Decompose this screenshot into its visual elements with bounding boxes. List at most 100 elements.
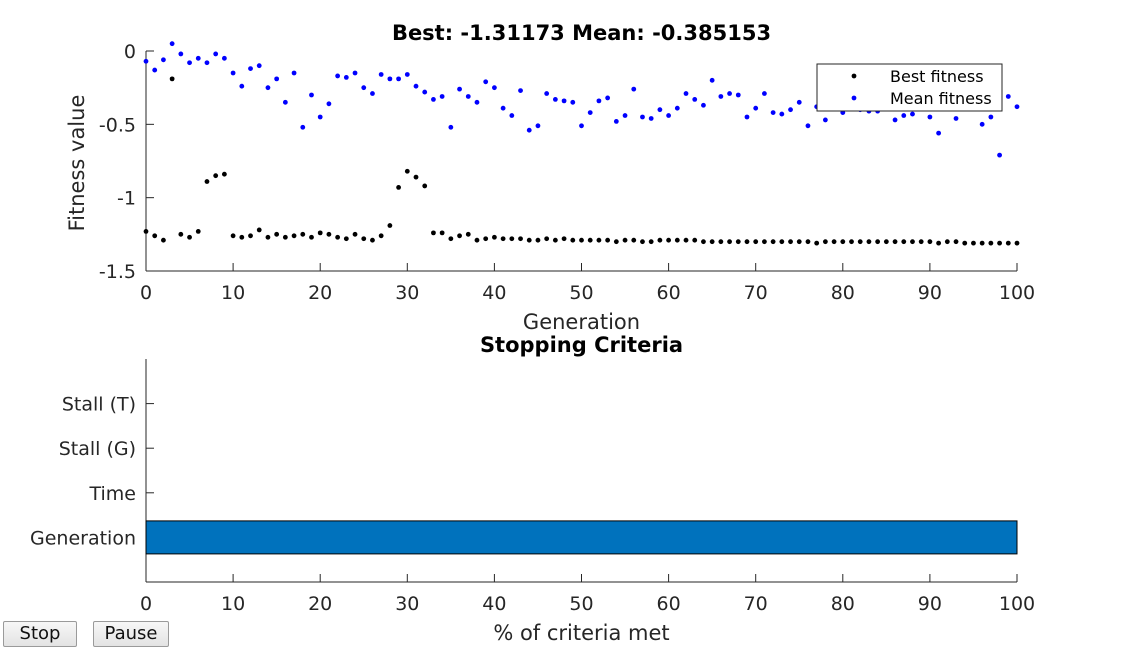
best-fitness-point (814, 240, 820, 246)
x-tick-label: 30 (395, 282, 419, 304)
mean-fitness-point (178, 51, 184, 57)
mean-fitness-point (326, 101, 332, 107)
category-label: Generation (30, 527, 136, 549)
best-fitness-point (883, 239, 889, 245)
mean-fitness-point (953, 116, 959, 121)
best-fitness-point (971, 240, 976, 246)
best-fitness-point (274, 231, 280, 237)
x-axis-label-2: % of criteria met (493, 621, 669, 645)
mean-fitness-point (439, 94, 445, 99)
mean-fitness-point (796, 99, 802, 105)
mean-fitness-point (474, 99, 480, 105)
best-fitness-point (265, 234, 271, 240)
best-fitness-point (683, 237, 689, 243)
best-fitness-point (335, 234, 341, 240)
best-fitness-point (831, 239, 837, 245)
x-tick-label: 20 (308, 282, 332, 304)
best-fitness-point (857, 239, 863, 245)
legend-marker (851, 95, 857, 101)
best-fitness-point (788, 239, 793, 245)
best-fitness-point (631, 237, 637, 243)
best-fitness-point (282, 234, 288, 240)
mean-fitness-point (535, 123, 541, 129)
mean-fitness-point (657, 107, 663, 113)
x-tick-label-2: 100 (999, 593, 1035, 615)
best-fitness-point (979, 240, 985, 246)
best-fitness-point (387, 223, 393, 228)
best-fitness-point (422, 183, 428, 189)
best-fitness-point (587, 237, 593, 243)
best-fitness-point (161, 237, 166, 243)
mean-fitness-point (213, 51, 219, 57)
best-fitness-point (709, 239, 715, 245)
mean-fitness-point (631, 86, 637, 92)
best-fitness-point (840, 239, 846, 245)
best-fitness-point (370, 237, 375, 243)
mean-fitness-point (718, 94, 724, 99)
best-fitness-point (1005, 240, 1011, 246)
mean-fitness-point (492, 85, 497, 91)
mean-fitness-point (457, 86, 462, 92)
mean-fitness-point (1014, 104, 1020, 110)
best-fitness-point (640, 239, 645, 245)
mean-fitness-point (509, 113, 515, 118)
best-fitness-point (744, 239, 750, 245)
best-fitness-point (431, 230, 436, 236)
mean-fitness-point (526, 127, 532, 133)
mean-fitness-point (143, 58, 149, 64)
y-tick-label: 0 (124, 41, 136, 63)
best-fitness-point (727, 239, 732, 245)
best-fitness-point (1014, 240, 1020, 246)
mean-fitness-point (448, 124, 454, 130)
x-tick-label-2: 90 (918, 593, 942, 615)
x-tick-label: 0 (140, 282, 152, 304)
best-fitness-point (213, 173, 219, 179)
mean-fitness-point (779, 111, 785, 117)
best-fitness-point (849, 239, 854, 245)
pause-button[interactable]: Pause (93, 621, 169, 647)
mean-fitness-point (291, 70, 297, 76)
mean-fitness-point (300, 124, 306, 130)
mean-fitness-point (152, 67, 158, 73)
best-fitness-point (544, 236, 550, 242)
mean-fitness-point (404, 72, 410, 77)
best-fitness-point (822, 239, 828, 245)
best-fitness-point (997, 240, 1002, 246)
mean-fitness-point (230, 70, 236, 76)
mean-fitness-point (282, 99, 288, 105)
best-fitness-point (535, 237, 541, 243)
best-fitness-point (343, 236, 349, 242)
mean-fitness-point (335, 73, 341, 79)
best-fitness-point (518, 236, 523, 242)
best-fitness-point (901, 239, 907, 245)
mean-fitness-point (683, 91, 689, 96)
best-fitness-point (187, 234, 192, 240)
x-tick-label: 100 (999, 282, 1035, 304)
best-fitness-point (875, 239, 881, 245)
best-fitness-point (988, 240, 994, 246)
x-tick-label-2: 60 (657, 593, 681, 615)
mean-fitness-point (709, 77, 715, 83)
mean-fitness-point (666, 113, 671, 118)
best-fitness-point (256, 227, 262, 233)
best-fitness-point (221, 171, 227, 177)
x-tick-label-2: 40 (482, 593, 506, 615)
stop-button[interactable]: Stop (3, 621, 77, 647)
mean-fitness-point (805, 123, 811, 129)
best-fitness-point (317, 230, 323, 236)
mean-fitness-point (378, 72, 384, 77)
best-fitness-point (248, 233, 253, 239)
x-tick-label-2: 70 (744, 593, 768, 615)
mean-fitness-point (248, 66, 253, 71)
mean-fitness-point (701, 102, 706, 108)
best-fitness-point (596, 237, 602, 243)
mean-fitness-point (256, 63, 262, 69)
best-fitness-point (230, 233, 236, 239)
mean-fitness-point (613, 119, 619, 124)
x-tick-label: 90 (918, 282, 942, 304)
best-fitness-point (552, 237, 558, 243)
x-axis-label: Generation (523, 310, 640, 334)
mean-fitness-point (343, 75, 349, 80)
mean-fitness-point (221, 55, 227, 61)
